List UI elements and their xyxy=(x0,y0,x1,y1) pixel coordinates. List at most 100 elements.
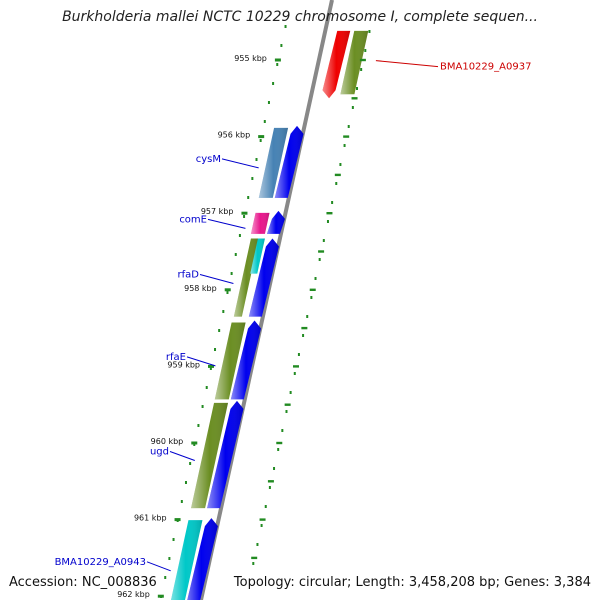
tick-mark xyxy=(309,288,316,291)
guide-dot xyxy=(289,391,292,394)
guide-dot xyxy=(272,82,275,85)
tick-mark xyxy=(251,556,258,560)
tick-mark xyxy=(157,594,164,598)
cds-band-ugd[interactable] xyxy=(191,402,229,509)
tick-mark xyxy=(191,441,198,445)
label-leader-line xyxy=(221,158,259,169)
gene-features xyxy=(168,30,369,600)
tick-label: 958 kbp xyxy=(184,284,217,293)
tick-mark xyxy=(259,518,266,521)
topology-info: Topology: circular; Length: 3,458,208 bp… xyxy=(233,575,591,590)
guide-dot xyxy=(335,182,338,185)
cds-band-cysM[interactable] xyxy=(258,127,289,198)
guide-dot xyxy=(306,315,309,318)
tick-mark xyxy=(293,365,300,368)
guide-dot xyxy=(268,486,271,489)
gene-arrow-BMA10229_A0943[interactable] xyxy=(184,518,218,600)
guide-dot xyxy=(318,258,321,261)
guide-dot xyxy=(234,253,237,256)
guide-dot xyxy=(281,429,284,432)
tick-mark xyxy=(334,173,341,177)
gene-labels: BMA10229_A0937 cysM comE rfaD rfaE ugd BMA1022… xyxy=(55,60,531,572)
sequence-title: Burkholderia mallei NCTC 10229 chromosom… xyxy=(62,9,538,25)
backbone-track xyxy=(199,0,334,600)
tick-label: 959 kbp xyxy=(167,360,200,369)
guide-dot xyxy=(164,576,167,579)
cds-band-rfaE[interactable] xyxy=(214,322,246,400)
tick-mark xyxy=(276,441,283,445)
guide-dot xyxy=(255,158,258,161)
guide-dot xyxy=(263,120,266,123)
guide-dot xyxy=(230,272,233,275)
cds-band2-rfaD[interactable] xyxy=(250,238,265,274)
cds-band-comE[interactable] xyxy=(250,212,270,234)
cds-band-rfaD[interactable] xyxy=(233,238,259,317)
gene-arrow-rfaD[interactable] xyxy=(248,238,279,317)
tick-label: 955 kbp xyxy=(234,54,267,63)
tick-mark xyxy=(224,288,231,292)
guide-dot xyxy=(347,125,350,128)
gene-label-BMA10229_A0943[interactable]: BMA10229_A0943 xyxy=(55,557,146,568)
gene-arrow-ugd[interactable] xyxy=(207,400,244,509)
guide-dot xyxy=(238,234,241,237)
tick-mark xyxy=(174,518,181,522)
tick-label: 956 kbp xyxy=(218,131,251,140)
guide-dot xyxy=(368,30,371,33)
gene-label-cysM[interactable]: cysM xyxy=(196,154,221,165)
guide-dot xyxy=(314,277,317,280)
guide-dot xyxy=(252,562,255,565)
label-leader-line xyxy=(146,561,171,572)
guide-dot xyxy=(218,329,221,332)
label-leader-line xyxy=(169,451,195,461)
tick-mark xyxy=(208,364,215,368)
tick-label: 962 kbp xyxy=(117,590,150,599)
guide-dot xyxy=(326,220,329,223)
guide-dot xyxy=(168,557,171,560)
tick-label: 961 kbp xyxy=(134,514,167,523)
scale-ticks: 955 kbp 956 kbp 957 kbp 958 kbp 959 kbp 960 k… xyxy=(117,54,366,599)
label-leader-line xyxy=(207,218,246,229)
guide-dot xyxy=(273,467,276,470)
gene-arrow-comE[interactable] xyxy=(266,210,285,234)
guide-dot xyxy=(260,524,263,527)
cds-band-BMA10229_A0937[interactable] xyxy=(340,30,369,95)
gene-label-BMA10229_A0937[interactable]: BMA10229_A0937 xyxy=(440,62,531,73)
accession-label: Accession: xyxy=(9,575,78,590)
tick-mark xyxy=(258,135,265,139)
guide-dot xyxy=(322,239,325,242)
gene-label-ugd[interactable]: ugd xyxy=(150,446,169,457)
guide-dot xyxy=(310,296,313,299)
label-leader-line xyxy=(186,356,216,367)
guide-dot xyxy=(280,44,283,47)
guide-dot xyxy=(351,106,354,109)
accession-number[interactable]: NC_008836 xyxy=(81,575,157,590)
gene-label-rfaD[interactable]: rfaD xyxy=(178,270,200,281)
guide-dot xyxy=(264,505,267,508)
guide-dot xyxy=(209,367,212,370)
guide-dot xyxy=(277,448,280,451)
guide-dot xyxy=(360,68,363,71)
gene-label-rfaE[interactable]: rfaE xyxy=(166,352,186,363)
guide-dot xyxy=(331,201,334,204)
guide-dot xyxy=(226,291,229,294)
guide-dot xyxy=(297,353,300,356)
guide-dot xyxy=(184,481,187,484)
guide-dot xyxy=(276,63,279,66)
guide-dot xyxy=(267,101,270,104)
guide-dot xyxy=(214,348,217,351)
gene-arrow-rfaE[interactable] xyxy=(230,320,262,400)
tick-mark xyxy=(351,97,358,100)
guide-dot xyxy=(343,144,346,147)
guide-dot xyxy=(364,49,367,52)
gene-arrow-cysM[interactable] xyxy=(274,125,304,198)
guide-dot xyxy=(251,177,254,180)
accession-info: Accession: NC_008836 xyxy=(9,575,157,590)
guide-dot xyxy=(256,543,259,546)
gene-arrow-BMA10229_A0937[interactable] xyxy=(322,30,351,99)
gene-label-comE[interactable]: comE xyxy=(179,214,207,225)
cds-band-BMA10229_A0943[interactable] xyxy=(168,520,203,600)
tick-mark xyxy=(274,58,281,62)
guide-dot xyxy=(180,500,183,503)
